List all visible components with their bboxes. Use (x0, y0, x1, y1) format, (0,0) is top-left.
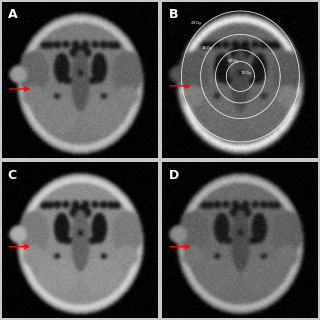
Text: A: A (8, 8, 18, 21)
Text: D: D (169, 169, 179, 182)
Text: 60Gy: 60Gy (228, 59, 239, 63)
Text: 70Gy: 70Gy (240, 71, 252, 76)
Text: B: B (169, 8, 178, 21)
Text: 23Gy: 23Gy (190, 21, 202, 26)
Text: 45Gy: 45Gy (201, 46, 213, 51)
Text: C: C (8, 169, 17, 182)
